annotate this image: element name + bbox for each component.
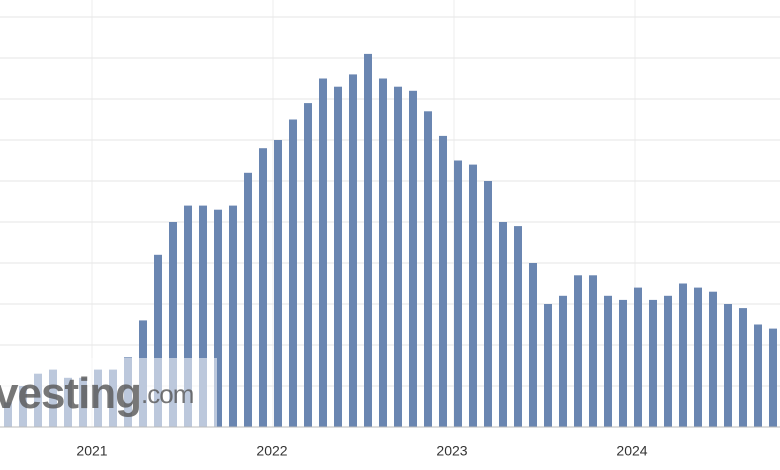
bar — [529, 263, 537, 427]
bar — [769, 328, 777, 427]
bar — [259, 148, 267, 427]
bar — [664, 295, 672, 427]
bar — [754, 324, 762, 427]
bar — [364, 53, 372, 428]
bar — [544, 304, 552, 427]
bar — [724, 304, 732, 427]
bar — [679, 283, 687, 427]
watermark-text: .com — [141, 379, 193, 409]
bar — [199, 205, 207, 427]
bar — [319, 78, 327, 427]
bar — [514, 226, 522, 427]
bar — [424, 111, 432, 428]
bar — [154, 254, 162, 427]
watermark: vesting.com — [0, 369, 193, 418]
bar — [469, 164, 477, 427]
bar — [334, 86, 342, 427]
bar — [244, 172, 252, 427]
bar — [214, 209, 222, 427]
bar — [184, 205, 192, 427]
watermark-text: vesting — [0, 369, 141, 418]
bar — [304, 103, 312, 427]
bar — [604, 295, 612, 427]
bar — [619, 299, 627, 427]
bar — [574, 275, 582, 427]
x-tick-label: 2023 — [436, 443, 467, 459]
bar — [499, 222, 507, 427]
bar — [379, 78, 387, 427]
bar — [649, 299, 657, 427]
bar — [454, 160, 462, 427]
bar — [349, 74, 357, 428]
bar — [394, 86, 402, 427]
bar — [439, 135, 447, 427]
bar — [694, 287, 702, 427]
bar — [274, 140, 282, 427]
x-tick-label: 2024 — [616, 443, 647, 459]
bar — [739, 308, 747, 427]
watermark-box — [0, 358, 217, 427]
bar — [634, 287, 642, 427]
bar — [409, 90, 417, 428]
bar — [289, 119, 297, 427]
bars — [4, 53, 777, 428]
bar — [559, 295, 567, 427]
bar — [589, 275, 597, 427]
x-tick-label: 2022 — [256, 443, 287, 459]
bar — [229, 205, 237, 427]
bar — [484, 181, 492, 427]
bar — [709, 291, 717, 427]
x-tick-label: 2021 — [76, 443, 107, 459]
bar — [169, 222, 177, 427]
